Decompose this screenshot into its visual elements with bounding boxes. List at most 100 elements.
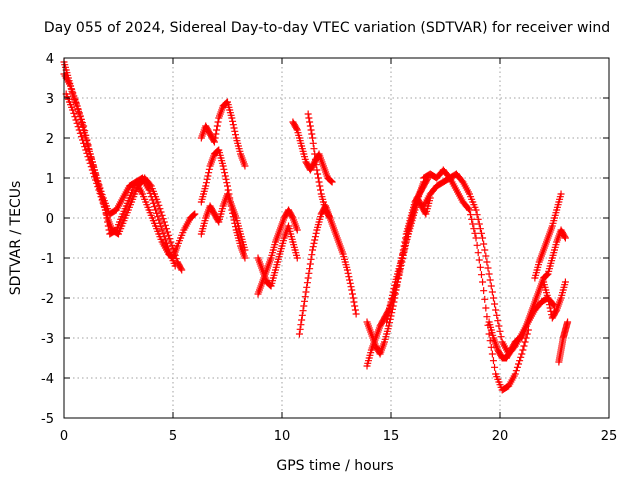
data-point-track-d — [229, 117, 237, 125]
data-point-track-k — [346, 276, 354, 284]
data-point-track-e — [204, 172, 212, 180]
data-point-track-p — [515, 360, 523, 368]
data-point-track-d — [214, 118, 222, 126]
data-point-track-j — [298, 311, 306, 319]
data-point-track-p — [470, 225, 478, 233]
data-point-track-d — [229, 121, 237, 129]
data-point-track-e — [222, 175, 230, 183]
data-point-track-o — [481, 246, 489, 254]
data-point-track-j — [305, 269, 313, 277]
data-point-track-n — [402, 239, 410, 247]
data-point-track-p — [473, 241, 481, 249]
data-point-track-n — [383, 315, 391, 323]
data-point-track-d — [230, 124, 238, 132]
data-point-track-n — [403, 233, 411, 241]
data-point-track-o — [475, 220, 483, 228]
data-point-track-o — [497, 333, 505, 341]
data-point-track-k — [313, 166, 321, 174]
data-point-track-p — [491, 363, 499, 371]
data-point-track-j — [312, 229, 320, 237]
data-point-track-j — [296, 325, 304, 333]
data-point-track-o — [479, 234, 487, 242]
data-point-track-c — [69, 106, 77, 114]
data-point-track-e — [203, 175, 211, 183]
data-point-track-d — [213, 126, 221, 134]
data-point-track-c — [93, 179, 101, 187]
data-point-track-t — [561, 278, 569, 286]
data-point-track-c — [82, 146, 90, 154]
data-point-track-i — [328, 178, 336, 186]
x-tick-label: 20 — [492, 429, 509, 444]
data-point-track-r — [561, 233, 569, 241]
data-point-track-p — [465, 206, 473, 214]
data-point-track-a — [191, 210, 199, 218]
data-point-track-d — [228, 114, 236, 122]
data-point-track-r — [561, 234, 569, 242]
data-point-track-n — [389, 288, 397, 296]
data-point-track-n — [385, 308, 393, 316]
data-point-track-r — [543, 271, 551, 279]
data-point-track-n — [387, 298, 395, 306]
data-point-track-c — [75, 126, 83, 134]
data-point-track-p — [469, 220, 477, 228]
data-point-track-b — [166, 235, 174, 243]
data-point-track-o — [493, 311, 501, 319]
data-point-track-k — [348, 290, 356, 298]
data-point-track-m — [385, 322, 393, 330]
data-point-track-c — [150, 203, 158, 211]
data-point-track-j — [306, 260, 314, 268]
data-point-track-p — [518, 350, 526, 358]
data-point-track-o — [482, 252, 490, 260]
data-point-track-i — [327, 177, 335, 185]
data-point-track-k — [314, 170, 322, 178]
data-point-track-n — [402, 236, 410, 244]
data-point-track-c — [81, 143, 89, 151]
data-point-track-c — [79, 136, 87, 144]
data-point-track-b — [169, 245, 177, 253]
data-point-track-k — [308, 130, 316, 138]
data-point-track-k — [305, 114, 313, 122]
data-point-track-s — [557, 190, 565, 198]
data-point-track-c — [161, 236, 169, 244]
data-point-track-j — [295, 330, 303, 338]
data-point-track-j — [311, 236, 319, 244]
data-point-track-c — [95, 186, 103, 194]
y-tick-label: -2 — [41, 292, 54, 307]
data-point-track-e — [205, 165, 213, 173]
data-point-track-p — [480, 287, 488, 295]
data-point-track-c — [145, 186, 153, 194]
data-point-track-k — [311, 155, 319, 163]
data-point-track-o — [496, 327, 504, 335]
data-point-track-k — [343, 266, 351, 274]
data-point-track-b — [156, 205, 164, 213]
data-point-track-r — [543, 271, 551, 279]
data-point-track-p — [520, 342, 528, 350]
data-point-track-b — [155, 201, 163, 209]
data-point-track-p — [513, 363, 521, 371]
data-point-track-j — [311, 233, 319, 241]
data-point-track-c — [91, 173, 99, 181]
data-point-track-k — [351, 306, 359, 314]
data-point-track-o — [485, 270, 493, 278]
data-point-track-c — [86, 159, 94, 167]
data-point-track-k — [314, 174, 322, 182]
data-point-track-j — [309, 243, 317, 251]
data-point-track-k — [316, 182, 324, 190]
y-tick-label: 3 — [46, 92, 54, 107]
data-point-track-b — [167, 238, 175, 246]
y-tick-label: -5 — [41, 412, 54, 427]
data-point-track-c — [76, 129, 84, 137]
x-tick-label: 15 — [383, 429, 400, 444]
data-points — [60, 58, 572, 394]
data-point-track-c — [147, 193, 155, 201]
data-point-track-k — [352, 310, 360, 318]
data-point-track-u — [564, 318, 572, 326]
data-point-track-c — [103, 214, 111, 222]
data-point-track-b — [164, 228, 172, 236]
data-point-track-n — [388, 295, 396, 303]
data-point-track-e — [221, 172, 229, 180]
data-point-track-c — [171, 262, 179, 270]
data-point-track-b — [162, 225, 170, 233]
x-axis-label: GPS time / hours — [276, 458, 393, 474]
